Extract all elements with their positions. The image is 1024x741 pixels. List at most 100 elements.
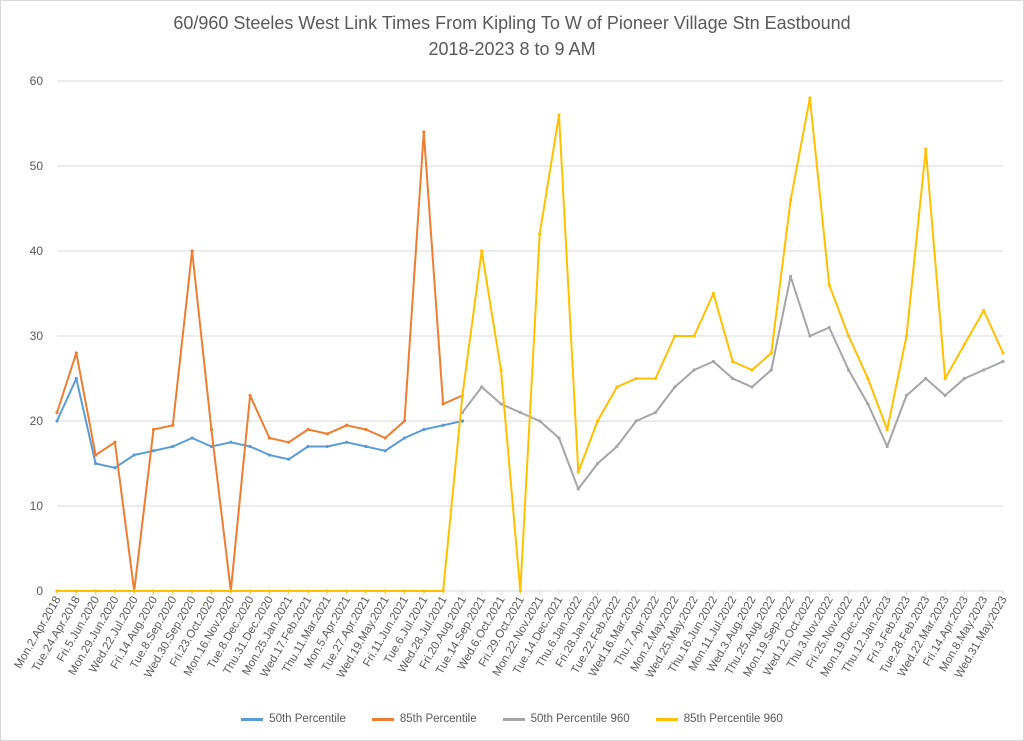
legend-item-p50: 50th Percentile — [241, 713, 346, 725]
data-point-p50_960 — [943, 393, 947, 398]
data-point-p85_960 — [480, 249, 484, 253]
data-point-p85_960 — [711, 291, 716, 296]
data-point-p85_960 — [267, 589, 271, 593]
legend-item-p50-960: 50th Percentile 960 — [502, 713, 630, 725]
data-point-p85_960 — [731, 359, 735, 364]
data-point-p50_960 — [885, 444, 889, 449]
data-point-p50 — [74, 376, 78, 381]
data-point-p85 — [113, 440, 117, 444]
data-point-p50 — [383, 449, 387, 453]
data-point-p85 — [287, 440, 291, 444]
data-point-p85_960 — [171, 589, 175, 593]
data-point-p85 — [383, 436, 387, 440]
data-point-p85_960 — [750, 368, 754, 372]
data-point-p85_960 — [538, 232, 542, 236]
data-point-p85_960 — [653, 376, 658, 381]
data-point-p85_960 — [904, 334, 909, 338]
data-point-p85_960 — [151, 589, 156, 593]
data-point-p85_960 — [132, 589, 136, 593]
data-point-p85_960 — [460, 393, 465, 398]
y-tick-label: 30 — [30, 329, 44, 343]
data-point-p85_960 — [190, 589, 194, 593]
data-point-p85 — [190, 249, 194, 253]
data-point-p50_960 — [499, 402, 503, 406]
data-point-p50_960 — [653, 410, 658, 415]
data-point-p85_960 — [55, 589, 59, 593]
data-point-p85_960 — [287, 589, 291, 593]
y-tick-label: 20 — [30, 414, 44, 428]
data-point-p85 — [248, 393, 252, 398]
y-tick-label: 10 — [30, 499, 44, 513]
data-point-p85_960 — [924, 147, 928, 151]
data-point-p85_960 — [595, 419, 600, 423]
data-point-p50 — [132, 453, 136, 457]
data-point-p50_960 — [808, 334, 812, 338]
data-point-p50 — [171, 444, 175, 449]
data-point-p85 — [267, 436, 271, 440]
data-point-p85_960 — [634, 376, 638, 381]
data-point-p50_960 — [480, 385, 484, 389]
data-point-p85 — [306, 427, 310, 432]
data-point-p85_960 — [943, 376, 947, 381]
data-point-p50_960 — [538, 419, 542, 423]
data-point-p85 — [151, 427, 156, 432]
data-point-p85_960 — [94, 589, 98, 593]
data-point-p85_960 — [229, 589, 233, 593]
data-point-p85_960 — [769, 351, 773, 355]
data-point-p50_960 — [692, 368, 696, 372]
legend: 50th Percentile 85th Percentile 50th Per… — [1, 713, 1023, 725]
data-point-p85 — [94, 453, 98, 457]
data-point-p50 — [190, 436, 194, 440]
y-tick-label: 60 — [30, 74, 44, 88]
data-point-p50_960 — [595, 461, 600, 466]
data-point-p50 — [55, 419, 59, 423]
legend-label-p50: 50th Percentile — [269, 713, 346, 725]
data-point-p50_960 — [866, 402, 870, 406]
data-point-p85_960 — [866, 376, 870, 381]
data-point-p50 — [460, 419, 465, 423]
data-point-p85 — [55, 410, 59, 415]
data-point-p50 — [441, 423, 445, 427]
data-point-p85 — [422, 130, 426, 134]
data-point-p85_960 — [113, 589, 117, 593]
series-line-p50_960 — [461, 275, 1004, 490]
legend-label-p85-960: 85th Percentile 960 — [683, 713, 783, 725]
data-point-p50_960 — [789, 274, 793, 279]
data-point-p50_960 — [827, 325, 831, 330]
data-point-p50_960 — [518, 410, 522, 415]
legend-item-p85: 85th Percentile — [371, 713, 477, 725]
chart-subtitle: 2018-2023 8 to 9 AM — [428, 39, 596, 59]
data-point-p85_960 — [364, 589, 368, 593]
data-point-p50_960 — [615, 444, 619, 449]
legend-swatch-p85-960 — [655, 717, 678, 721]
legend-label-p85: 85th Percentile — [399, 713, 477, 725]
data-point-p50_960 — [769, 368, 773, 372]
series-line-p85_960 — [57, 97, 1004, 592]
data-point-p50 — [422, 427, 426, 432]
data-point-p85_960 — [402, 589, 407, 593]
data-point-p50_960 — [750, 385, 754, 389]
data-point-p50_960 — [711, 359, 716, 364]
data-point-p85_960 — [885, 427, 889, 432]
legend-item-p85-960: 85th Percentile 960 — [655, 713, 783, 725]
data-point-p50_960 — [904, 393, 909, 398]
data-point-p85 — [364, 427, 368, 432]
data-point-p85 — [441, 402, 445, 406]
data-point-p85 — [171, 423, 175, 427]
data-point-p85_960 — [344, 589, 349, 593]
data-point-p50 — [267, 453, 271, 457]
data-point-p85_960 — [422, 589, 426, 593]
data-point-p85_960 — [518, 589, 522, 593]
data-point-p85_960 — [1001, 351, 1005, 355]
data-point-p85_960 — [306, 589, 310, 593]
legend-swatch-p50 — [241, 717, 264, 721]
data-point-p50 — [209, 444, 214, 449]
data-point-p50 — [151, 449, 156, 453]
data-point-p85 — [209, 427, 214, 432]
data-point-p85_960 — [499, 368, 503, 372]
series-line-p85 — [56, 131, 463, 592]
data-point-p85_960 — [846, 334, 851, 338]
data-point-p85_960 — [576, 470, 580, 474]
